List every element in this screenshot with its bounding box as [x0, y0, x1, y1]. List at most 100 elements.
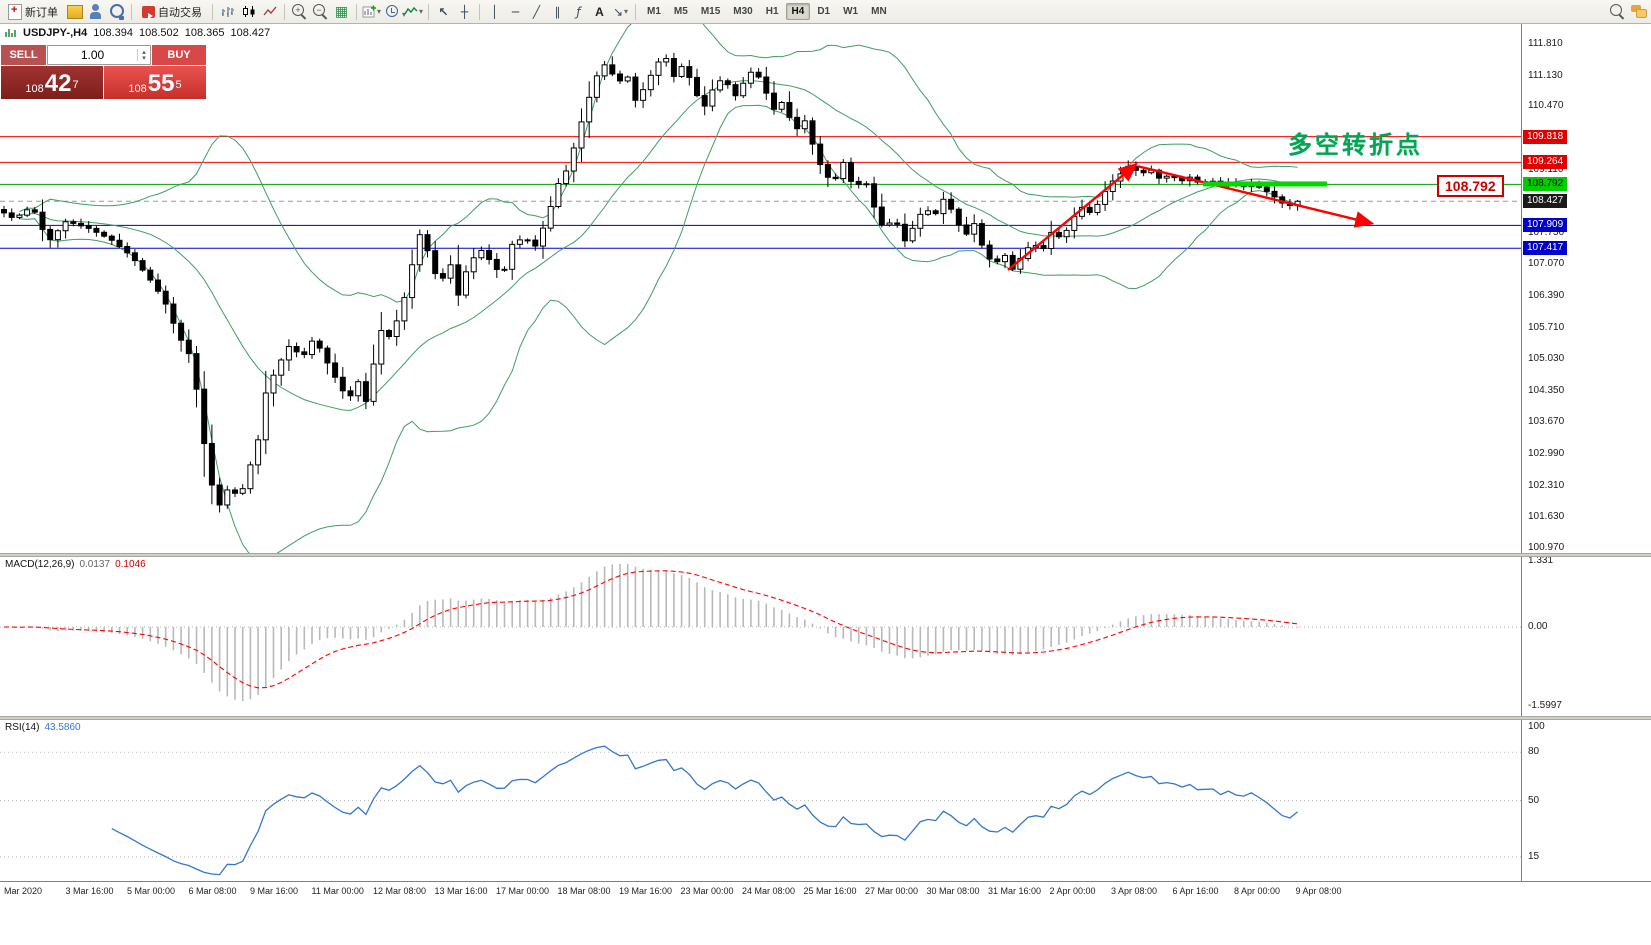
macd-main-value: 0.0137 [79, 559, 111, 570]
timeframe-m15-button[interactable]: M15 [700, 6, 721, 17]
rsi-value: 43.5860 [44, 722, 81, 733]
new-order-button[interactable]: 新订单 [3, 1, 63, 23]
ohlc-close: 108.427 [230, 27, 271, 39]
bar-chart-icon[interactable] [218, 2, 237, 21]
autotrading-button[interactable]: 自动交易 [137, 1, 207, 23]
text-icon[interactable]: A [595, 4, 604, 19]
time-axis[interactable]: Mar 2020 3 Mar 16:00 5 Mar 00:00 6 Mar 08:0… [0, 881, 1651, 945]
tile-windows-icon[interactable]: ▦ [334, 3, 349, 20]
toolbar-separator [479, 3, 480, 20]
new-order-icon [8, 3, 22, 20]
volume-spinner: ▴ ▾ [137, 48, 150, 62]
crosshair-icon[interactable]: ┼ [460, 4, 469, 19]
volume-decrease-button[interactable]: ▾ [142, 54, 146, 62]
new-chart-icon[interactable]: ▾ [362, 2, 381, 21]
time-axis-label: 17 Mar 00:00 [496, 886, 550, 896]
rsi-scale-label: 50 [1528, 794, 1540, 806]
vertical-line-icon[interactable]: │ [490, 4, 499, 19]
macd-name: MACD(12,26,9) [5, 559, 75, 570]
rsi-name: RSI(14) [5, 722, 40, 733]
arrows-icon[interactable]: ↘ ▾ [612, 4, 629, 19]
timeframe-h4-button[interactable]: H4 [785, 3, 811, 20]
highlight-segment[interactable] [1203, 181, 1327, 187]
price-chart-canvas[interactable] [0, 24, 1521, 553]
sell-price-sup: 7 [72, 79, 79, 91]
support-icon[interactable] [107, 2, 126, 21]
ohlc-high: 108.502 [138, 27, 179, 39]
channel-icon[interactable]: ∥ [554, 4, 561, 19]
time-axis-label: 30 Mar 08:00 [926, 886, 980, 896]
timeframe-d1-button[interactable]: D1 [817, 6, 831, 17]
autotrading-label: 自动交易 [158, 6, 202, 19]
line-chart-icon[interactable] [260, 2, 279, 21]
time-axis-label: 6 Apr 16:00 [1172, 886, 1219, 896]
sell-button[interactable]: SELL [1, 45, 46, 65]
price-level-label[interactable]: 108.792 [1437, 175, 1504, 197]
timeframe-mn-button[interactable]: MN [871, 6, 887, 17]
price-axis-label: 111.130 [1528, 69, 1563, 81]
volume-input[interactable] [48, 47, 137, 63]
buy-price-button[interactable]: 108 55 5 [104, 66, 206, 99]
time-axis-label: 9 Apr 08:00 [1295, 886, 1342, 896]
timeframe-w1-button[interactable]: W1 [843, 6, 859, 17]
trend-arrow[interactable] [1007, 162, 1138, 271]
panel-splitter[interactable] [0, 716, 1651, 720]
price-axis-label: 105.030 [1528, 353, 1565, 365]
horizontal-line-icon[interactable]: ─ [511, 4, 520, 19]
cursor-icon[interactable]: ↖ [438, 4, 449, 19]
indicators-icon[interactable]: ▾ [404, 2, 423, 21]
symbol-period-label: USDJPY-,H4 [23, 27, 88, 39]
price-axis-label: 102.310 [1528, 479, 1565, 491]
toolbar-separator [635, 3, 636, 20]
time-axis-label: 18 Mar 08:00 [557, 886, 611, 896]
timeframe-h1-button[interactable]: H1 [765, 6, 779, 17]
trend-arrow[interactable] [1137, 165, 1375, 228]
macd-indicator-label: MACD(12,26,9) 0.0137 0.1046 [5, 559, 146, 570]
buy-price-big: 55 [147, 70, 175, 97]
time-axis-label: 12 Mar 08:00 [373, 886, 427, 896]
rsi-scale-label: 80 [1528, 746, 1540, 758]
rsi-scale-label: 100 [1528, 721, 1545, 732]
periods-icon[interactable]: ▾ [383, 2, 406, 21]
time-axis-label: 19 Mar 16:00 [619, 886, 673, 896]
profile-icon[interactable] [86, 2, 105, 21]
time-axis-label: 6 Mar 08:00 [188, 886, 237, 896]
toolbar: 新订单 自动交易 ▦ ▾ ▾ ▾ ↖ ┼ [0, 0, 1651, 24]
price-axis-badge: 109.818 [1523, 129, 1568, 144]
time-axis-label: 2 Apr 00:00 [1049, 886, 1096, 896]
macd-panel-canvas[interactable] [0, 557, 1521, 716]
zoom-out-icon[interactable] [311, 2, 330, 21]
fibonacci-icon[interactable]: ƒ [576, 4, 581, 19]
search-icon[interactable] [1608, 2, 1627, 21]
time-axis-label: 24 Mar 08:00 [742, 886, 796, 896]
ohlc-open: 108.394 [93, 27, 133, 39]
charts-profile-icon[interactable] [65, 2, 84, 21]
price-axis-label: 101.630 [1528, 511, 1565, 523]
rsi-indicator-label: RSI(14) 43.5860 [5, 722, 81, 733]
time-axis-label: 9 Mar 16:00 [250, 886, 299, 896]
toolbar-separator [284, 3, 285, 20]
buy-price-prefix: 108 [128, 83, 147, 95]
time-axis-label: 13 Mar 16:00 [434, 886, 488, 896]
time-axis-label: 31 Mar 16:00 [988, 886, 1042, 896]
timeframe-m5-button[interactable]: M5 [673, 6, 688, 17]
volume-stepper[interactable]: ▴ ▾ [47, 45, 151, 65]
panel-splitter[interactable] [0, 553, 1651, 557]
price-axis-badge: 109.264 [1523, 155, 1568, 170]
time-axis-label: 27 Mar 00:00 [865, 886, 919, 896]
rsi-panel-canvas[interactable] [0, 720, 1521, 881]
volume-increase-button[interactable]: ▴ [142, 48, 146, 56]
trendline-icon[interactable]: ╱ [532, 4, 541, 19]
toolbar-separator [131, 3, 132, 20]
sell-price-button[interactable]: 108 42 7 [1, 66, 103, 99]
candlestick-chart-icon[interactable] [239, 2, 258, 21]
turning-point-annotation[interactable]: 多空转折点 [1288, 132, 1423, 159]
buy-button[interactable]: BUY [152, 45, 206, 65]
timeframe-m1-button[interactable]: M1 [647, 6, 661, 17]
timeframe-m30-button[interactable]: M30 [733, 6, 753, 17]
price-axis-label: 104.350 [1528, 384, 1565, 396]
price-axis[interactable]: 111.810111.130110.470109.110107.750107.0… [1521, 24, 1651, 881]
chat-icon[interactable] [1629, 2, 1648, 21]
zoom-in-icon[interactable] [290, 2, 309, 21]
toolbar-separator [428, 3, 429, 20]
